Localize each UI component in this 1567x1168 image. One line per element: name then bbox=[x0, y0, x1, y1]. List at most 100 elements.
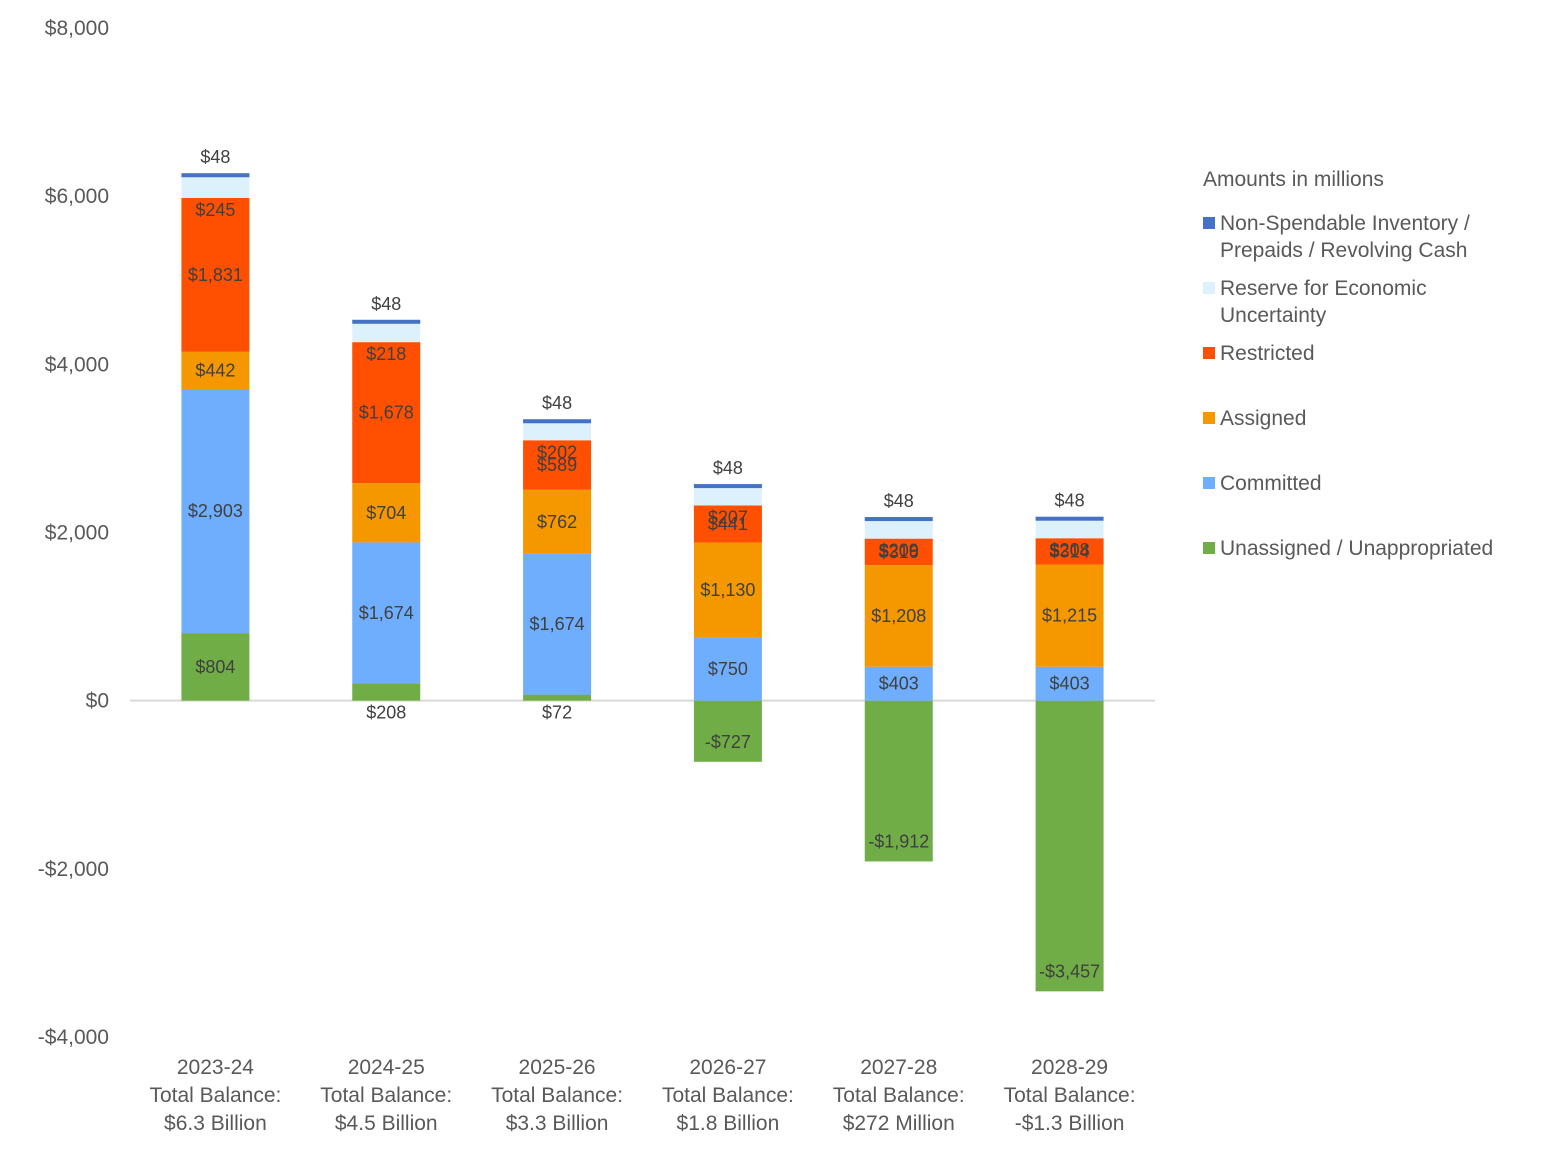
x-tick-label: $4.5 Billion bbox=[335, 1112, 438, 1135]
bar-segment-committed bbox=[864, 666, 933, 701]
bar-segment-restricted bbox=[352, 342, 421, 484]
data-label: $403 bbox=[879, 674, 919, 694]
y-tick-label: -$4,000 bbox=[38, 1026, 109, 1049]
data-label: $218 bbox=[366, 344, 406, 364]
data-label: $48 bbox=[371, 294, 401, 314]
legend-item: Restricted bbox=[1203, 340, 1563, 405]
bar-segment-assigned bbox=[693, 542, 762, 638]
data-label: $208 bbox=[1050, 540, 1090, 560]
bar-segment-unassigned-unappropriated bbox=[693, 700, 762, 762]
data-label: $442 bbox=[195, 360, 235, 380]
data-label: $1,130 bbox=[700, 580, 755, 600]
bar-segment-restricted bbox=[523, 440, 592, 490]
x-tick-label: 2024-25 bbox=[348, 1056, 425, 1079]
data-label: $48 bbox=[200, 147, 230, 167]
y-tick-label: $4,000 bbox=[45, 353, 109, 376]
x-tick-label: 2028-29 bbox=[1031, 1056, 1108, 1079]
y-tick-label: -$2,000 bbox=[38, 858, 109, 881]
bar-segment-non-spendable-inventory-prepaids-revolving-cash bbox=[181, 173, 250, 178]
x-tick-label: Total Balance: bbox=[491, 1084, 623, 1107]
x-tick-label: $1.8 Billion bbox=[677, 1112, 780, 1135]
bars bbox=[181, 173, 1104, 992]
bar-segment-unassigned-unappropriated bbox=[352, 683, 421, 701]
bar-segment-committed bbox=[181, 388, 250, 634]
bar-segment-non-spendable-inventory-prepaids-revolving-cash bbox=[864, 517, 933, 522]
data-label: $441 bbox=[708, 514, 748, 534]
bar-segment-reserve-for-economic-uncertainty bbox=[1035, 520, 1104, 539]
legend-swatch bbox=[1203, 282, 1215, 294]
data-label: $1,215 bbox=[1042, 606, 1097, 626]
data-label: $48 bbox=[1055, 491, 1085, 511]
bar-segment-committed bbox=[523, 553, 592, 695]
legend-item: Non-Spendable Inventory / Prepaids / Revo… bbox=[1203, 210, 1563, 275]
y-tick-label: $0 bbox=[86, 690, 109, 713]
data-label: $316 bbox=[879, 542, 919, 562]
legend-items: Non-Spendable Inventory / Prepaids / Revo… bbox=[1203, 210, 1563, 600]
x-tick-label: Total Balance: bbox=[1004, 1084, 1136, 1107]
legend-item: Committed bbox=[1203, 470, 1563, 535]
bar-segment-assigned bbox=[181, 351, 250, 389]
x-tick-label: Total Balance: bbox=[662, 1084, 794, 1107]
data-label: $1,678 bbox=[359, 403, 414, 423]
data-label: $704 bbox=[366, 503, 406, 523]
legend-swatch bbox=[1203, 412, 1215, 424]
bar-segment-unassigned-unappropriated bbox=[523, 694, 592, 701]
bar-segment-committed bbox=[693, 637, 762, 701]
legend-swatch bbox=[1203, 347, 1215, 359]
legend-swatch bbox=[1203, 542, 1215, 554]
bar-segment-non-spendable-inventory-prepaids-revolving-cash bbox=[1035, 516, 1104, 521]
x-tick-label: 2023-24 bbox=[177, 1056, 254, 1079]
legend-title: Amounts in millions bbox=[1203, 168, 1384, 191]
bar-segment-assigned bbox=[523, 489, 592, 554]
x-tick-label: $272 Million bbox=[843, 1112, 955, 1135]
data-label: $48 bbox=[884, 491, 914, 511]
y-axis: $8,000 $6,000 $4,000 $2,000 $0 -$2,000 -$4,000 bbox=[38, 17, 109, 1049]
data-label: -$1,912 bbox=[868, 831, 929, 851]
x-tick-label: Total Balance: bbox=[320, 1084, 452, 1107]
x-tick-label: $3.3 Billion bbox=[506, 1112, 609, 1135]
legend-label: Restricted bbox=[1220, 342, 1315, 365]
bar-segment-reserve-for-economic-uncertainty bbox=[864, 521, 933, 539]
data-label: $202 bbox=[537, 442, 577, 462]
data-label: $2,903 bbox=[188, 501, 243, 521]
data-label: $762 bbox=[537, 512, 577, 532]
legend-item: Assigned bbox=[1203, 405, 1563, 470]
bar-segment-non-spendable-inventory-prepaids-revolving-cash bbox=[352, 319, 421, 324]
legend-label: Assigned bbox=[1220, 407, 1307, 430]
legend-label: Reserve for Economic Uncertainty bbox=[1220, 277, 1427, 327]
data-label: $1,674 bbox=[530, 614, 585, 634]
data-label: $245 bbox=[195, 200, 235, 220]
data-label: -$3,457 bbox=[1039, 961, 1100, 981]
bar-segment-non-spendable-inventory-prepaids-revolving-cash bbox=[523, 419, 592, 424]
legend-item: Reserve for Economic Uncertainty bbox=[1203, 275, 1563, 340]
bar-segment-reserve-for-economic-uncertainty bbox=[352, 323, 421, 343]
bar-segment-reserve-for-economic-uncertainty bbox=[523, 423, 592, 441]
data-label: $314 bbox=[1050, 541, 1090, 561]
x-tick-label: -$1.3 Billion bbox=[1015, 1112, 1125, 1135]
bar-segment-unassigned-unappropriated bbox=[181, 633, 250, 701]
x-axis: 2023-24 Total Balance: $6.3 Billion 2024-25… bbox=[149, 1056, 1135, 1135]
data-label: $72 bbox=[542, 703, 572, 723]
bar-segment-non-spendable-inventory-prepaids-revolving-cash bbox=[693, 484, 762, 489]
bar-segment-restricted bbox=[864, 538, 933, 566]
legend-label: Unassigned / Unappropriated bbox=[1220, 537, 1494, 560]
legend-label: Committed bbox=[1220, 472, 1322, 495]
legend-label: Non-Spendable Inventory / Prepaids / Revo… bbox=[1220, 212, 1470, 262]
data-label: $589 bbox=[537, 455, 577, 475]
bar-segment-unassigned-unappropriated bbox=[1035, 700, 1104, 992]
legend-item: Unassigned / Unappropriated bbox=[1203, 535, 1563, 600]
data-label: $1,674 bbox=[359, 603, 414, 623]
data-label: $403 bbox=[1050, 674, 1090, 694]
bar-segment-unassigned-unappropriated bbox=[864, 700, 933, 862]
data-label: $1,831 bbox=[188, 265, 243, 285]
data-label: $208 bbox=[366, 703, 406, 723]
data-label: $804 bbox=[195, 657, 235, 677]
bar-segment-committed bbox=[352, 542, 421, 684]
bar-segment-reserve-for-economic-uncertainty bbox=[181, 177, 250, 198]
data-label: $48 bbox=[542, 393, 572, 413]
legend: Amounts in millions Non-Spendable Invent… bbox=[1203, 168, 1563, 600]
y-tick-label: $2,000 bbox=[45, 522, 109, 545]
x-tick-label: Total Balance: bbox=[833, 1084, 965, 1107]
x-tick-label: $6.3 Billion bbox=[164, 1112, 267, 1135]
